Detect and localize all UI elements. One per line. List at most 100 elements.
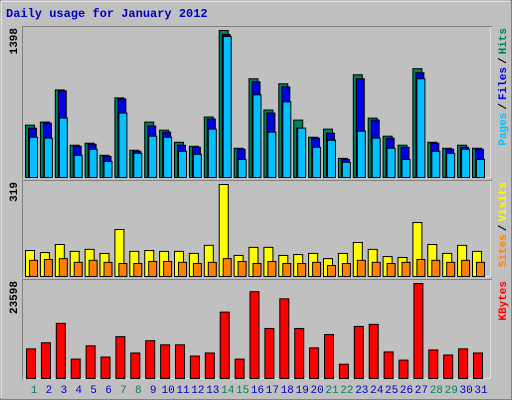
- bar: [148, 135, 158, 178]
- x-tick-label: 21: [325, 385, 339, 397]
- bar: [40, 342, 51, 380]
- bar: [446, 152, 456, 178]
- bar: [178, 261, 187, 278]
- bar: [386, 147, 396, 178]
- legend-entry: KBytes: [498, 281, 510, 321]
- bar: [73, 154, 83, 179]
- bar: [264, 327, 275, 380]
- x-tick-label: 4: [75, 385, 82, 397]
- bar: [219, 311, 230, 380]
- x-tick-label: 1: [31, 385, 38, 397]
- x-tick-label: 20: [310, 385, 323, 397]
- x-tick-label: 17: [266, 385, 279, 397]
- bar: [368, 323, 379, 379]
- bar: [327, 265, 336, 277]
- x-tick-label: 27: [415, 385, 428, 397]
- bar: [160, 344, 171, 380]
- y-tick-label: 319: [9, 182, 21, 202]
- bar: [175, 344, 185, 380]
- x-tick-label: 24: [370, 385, 384, 397]
- x-tick-label: 18: [281, 385, 294, 397]
- bar: [386, 263, 396, 277]
- bar: [267, 131, 277, 178]
- bar: [413, 283, 424, 379]
- bar: [327, 139, 336, 178]
- bar: [58, 258, 68, 277]
- bar: [401, 261, 411, 278]
- x-tick-label: 30: [459, 385, 472, 397]
- legend: Sites / Visits: [498, 182, 510, 267]
- bar: [309, 347, 320, 379]
- x-tick-label: 31: [474, 385, 488, 397]
- x-tick-label: 14: [221, 385, 235, 397]
- bar: [312, 146, 322, 178]
- legend-entry: Files: [498, 67, 510, 100]
- bar: [118, 263, 128, 277]
- bar: [133, 152, 143, 178]
- bar: [55, 322, 66, 379]
- bar: [249, 291, 260, 379]
- bar: [282, 101, 292, 178]
- bar: [431, 150, 441, 178]
- bar: [73, 261, 83, 278]
- x-tick-label: 6: [105, 385, 112, 397]
- legend-entry: Visits: [498, 182, 510, 222]
- legend-separator: /: [498, 103, 510, 110]
- bar: [461, 259, 471, 277]
- x-tick-label: 3: [60, 385, 67, 397]
- bar: [473, 352, 483, 380]
- bar: [267, 261, 277, 278]
- bar: [443, 354, 454, 379]
- bar: [476, 158, 485, 179]
- bar: [29, 136, 38, 178]
- bar: [416, 258, 426, 277]
- legend: Pages / Files / Hits: [498, 28, 510, 146]
- x-tick-label: 15: [236, 385, 249, 397]
- bar: [252, 94, 262, 178]
- bar: [237, 158, 247, 179]
- bar: [252, 263, 262, 277]
- bar: [297, 127, 307, 179]
- bar: [163, 261, 173, 278]
- bar: [356, 130, 366, 178]
- bar: [416, 78, 426, 178]
- bar: [207, 128, 217, 179]
- x-tick-label: 22: [340, 385, 353, 397]
- x-tick-label: 19: [296, 385, 309, 397]
- bar: [341, 263, 351, 277]
- x-tick-label: 16: [251, 385, 264, 397]
- bar: [312, 261, 322, 278]
- legend-entry: Sites: [498, 234, 510, 267]
- x-tick-label: 26: [400, 385, 413, 397]
- bar: [222, 35, 232, 178]
- bar: [234, 358, 245, 380]
- bar: [324, 334, 334, 380]
- bar: [192, 263, 202, 277]
- bar: [356, 259, 366, 277]
- bar: [282, 263, 292, 277]
- bar: [192, 153, 202, 179]
- legend-separator: /: [498, 57, 510, 64]
- x-tick-label: 12: [191, 385, 204, 397]
- bar: [341, 161, 351, 178]
- bar: [133, 263, 143, 277]
- x-tick-label: 10: [161, 385, 174, 397]
- bar: [100, 356, 111, 379]
- x-tick-label: 11: [176, 385, 190, 397]
- bar: [178, 150, 187, 178]
- bar: [461, 148, 471, 179]
- bar: [85, 345, 96, 380]
- bar: [115, 336, 126, 380]
- legend: KBytes: [498, 281, 510, 321]
- bar: [88, 259, 98, 277]
- bar: [103, 160, 113, 178]
- bar: [371, 261, 381, 278]
- bar: [43, 137, 53, 178]
- x-tick-label: 28: [430, 385, 443, 397]
- bar: [148, 261, 158, 278]
- bar: [58, 117, 68, 178]
- bar: [189, 355, 200, 379]
- x-tick-label: 7: [120, 385, 127, 397]
